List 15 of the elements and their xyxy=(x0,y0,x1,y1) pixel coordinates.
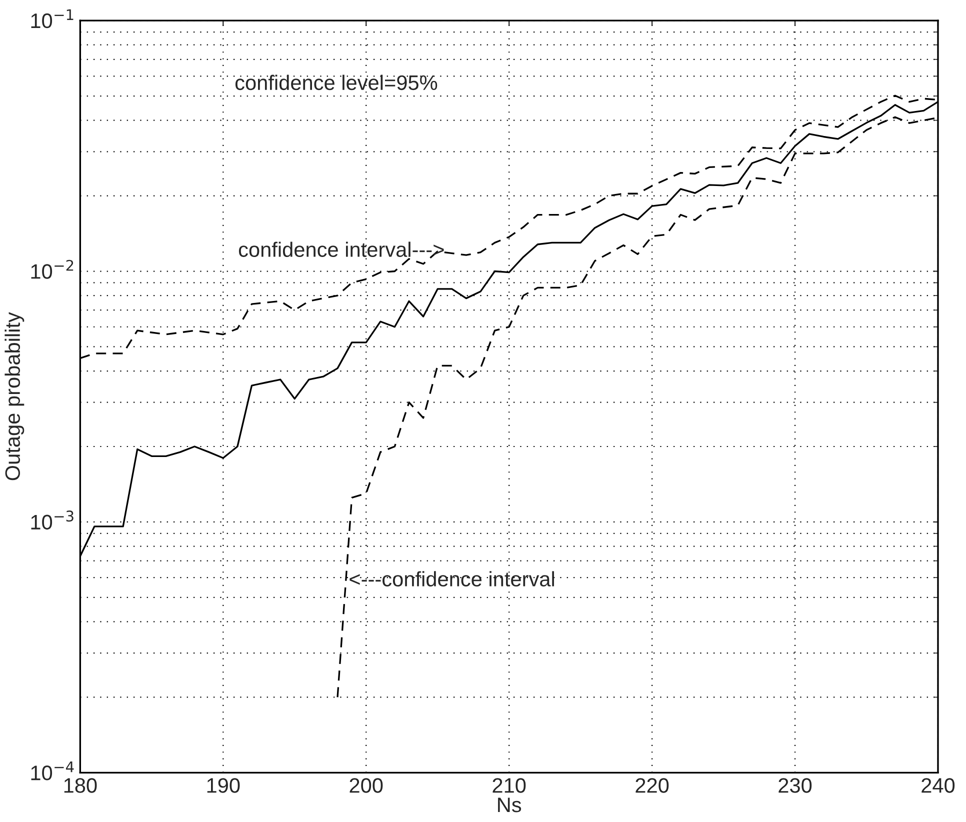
y-tick-label: 10$^{−3}$ xyxy=(31,510,74,530)
y-axis-title: Outage probability xyxy=(4,312,24,480)
x-tick-label: 210 xyxy=(492,778,526,793)
x-tick-label: 230 xyxy=(778,778,812,793)
annotation: confidence interval---> xyxy=(238,242,444,257)
annotation: <---confidence interval xyxy=(350,571,554,586)
x-tick-label: 190 xyxy=(207,778,240,793)
y-tick-label: 10$^{−1}$ xyxy=(31,9,74,28)
x-tick-label: 180 xyxy=(64,778,97,793)
x-tick-label: 220 xyxy=(636,778,669,793)
x-tick-label: 240 xyxy=(922,778,955,793)
x-tick-label: 200 xyxy=(350,778,383,793)
x-axis-title: Ns xyxy=(498,798,522,812)
annotation: confidence level=95% xyxy=(235,74,438,90)
y-tick-label: 10$^{−2}$ xyxy=(31,260,74,279)
